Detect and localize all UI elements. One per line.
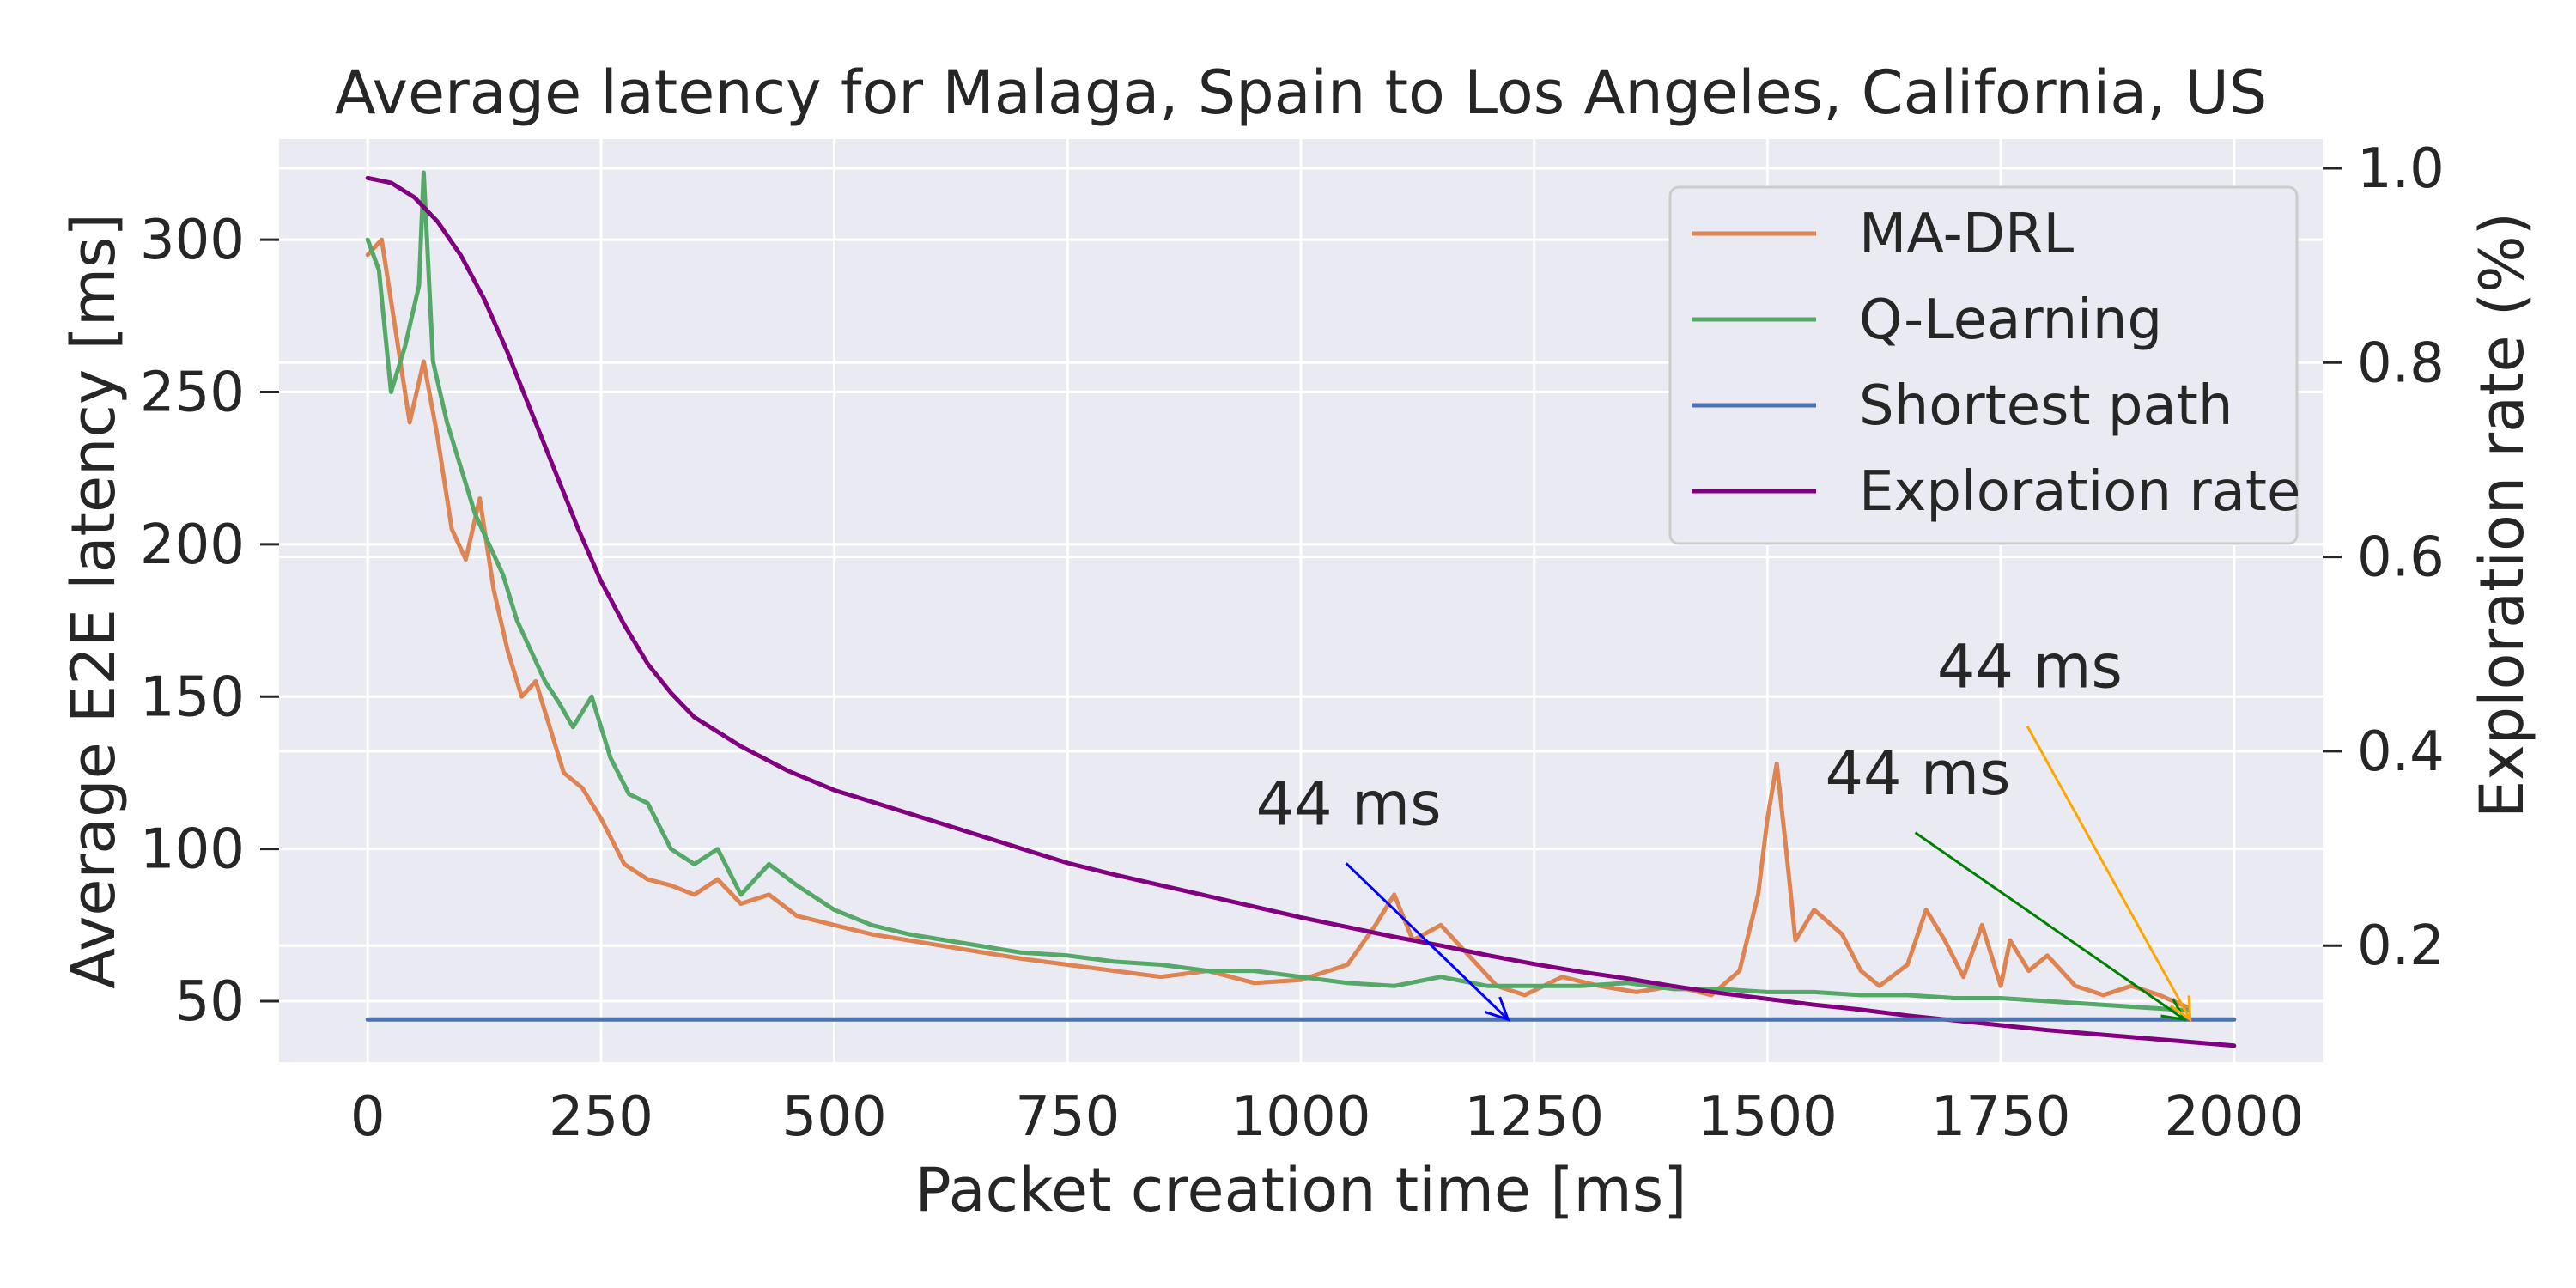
- legend-label-q-learning: Q-Learning: [1859, 289, 2162, 352]
- chart-title: Average latency for Malaga, Spain to Los…: [335, 58, 2268, 128]
- y2-tick-label: 0.8: [2357, 331, 2445, 395]
- x-tick-label: 1750: [1931, 1085, 2071, 1149]
- y2-axis-label: Exploration rate (%): [2467, 212, 2537, 818]
- y-tick-label: 50: [175, 970, 245, 1034]
- legend-label-shortest-path: Shortest path: [1859, 374, 2233, 438]
- series-layer: [365, 170, 2237, 1048]
- annotation-arrowhead: [2169, 995, 2192, 1023]
- x-tick-label: 1500: [1698, 1085, 1838, 1149]
- annotation-arrowhead: [2160, 998, 2188, 1022]
- annotation-arrowhead: [1485, 996, 1510, 1022]
- y-tick-label: 200: [140, 513, 245, 577]
- x-tick-label: 500: [782, 1085, 887, 1149]
- y-tick-label: 150: [140, 665, 245, 729]
- legend: MA-DRL Q-Learning Shortest path Explorat…: [1668, 185, 2300, 545]
- x-tick-label: 1000: [1231, 1085, 1371, 1149]
- annotation-arrow: [1345, 862, 1510, 1021]
- x-tick-label: 2000: [2164, 1085, 2304, 1149]
- annotation-label: 44 ms: [1256, 769, 1442, 839]
- x-tick-label: 0: [350, 1085, 386, 1149]
- y2-tick-label: 0.6: [2357, 526, 2445, 590]
- legend-label-ma-drl: MA-DRL: [1859, 203, 2074, 266]
- y-tick-label: 250: [140, 361, 245, 424]
- legend-frame: [1668, 185, 2299, 545]
- x-axis-label: Packet creation time [ms]: [915, 1155, 1687, 1225]
- y2-tick-label: 1.0: [2357, 137, 2445, 201]
- series-line-exploration-rate: [365, 175, 2237, 1048]
- y2-tick-label: 0.2: [2357, 914, 2445, 978]
- series-line-q-learning: [365, 170, 2190, 1013]
- y-axis-label: Average E2E latency [ms]: [58, 213, 129, 989]
- y-tick-label: 100: [140, 818, 245, 882]
- y-tick-label: 300: [140, 209, 245, 272]
- annotations: 44 ms 44 ms 44 ms: [1256, 632, 2192, 1023]
- series-line-ma-drl: [365, 237, 2190, 1010]
- annotation-arrow: [2026, 725, 2191, 1021]
- y2-tick-label: 0.4: [2357, 720, 2445, 784]
- legend-label-exploration-rate: Exploration rate: [1859, 460, 2300, 524]
- x-tick-label: 250: [549, 1085, 653, 1149]
- annotation-arrow: [1914, 831, 2186, 1021]
- annotation-label: 44 ms: [1826, 738, 2011, 809]
- x-tick-label: 750: [1015, 1085, 1120, 1149]
- axes: 0 250 500 750 1000 1250 1500 1750 2000 50 100 150 20…: [140, 137, 2445, 1149]
- x-tick-label: 1250: [1464, 1085, 1604, 1149]
- annotation-label: 44 ms: [1937, 632, 2123, 702]
